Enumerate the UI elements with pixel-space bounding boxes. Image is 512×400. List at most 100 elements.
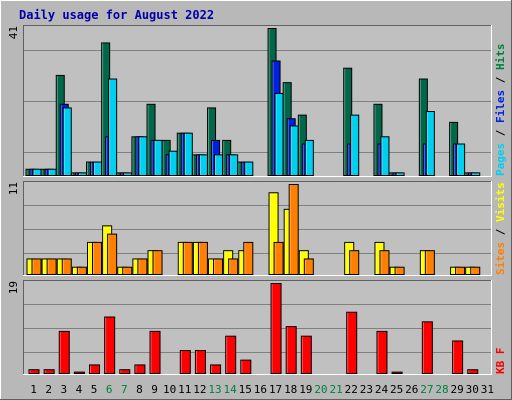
x-label-day-17: 17 (269, 383, 282, 396)
pages-bar-day-25 (395, 172, 405, 176)
sites-bar-day-9 (152, 250, 163, 276)
x-label-day-4: 4 (76, 383, 83, 396)
kbytes-bar-day-4 (73, 371, 85, 374)
kbytes-bar-day-29 (452, 340, 464, 375)
x-axis-labels: 1 2 3 4 5 6 7 8 9 10 11 12 13 14 15 16 17 18 19 20 21 22 23 24 2… (30, 383, 494, 396)
sites-bar-day-13 (213, 258, 224, 276)
kbytes-bar-day-18 (285, 326, 297, 374)
x-label-day-18: 18 (284, 383, 297, 396)
pages-bar-day-27 (425, 111, 435, 176)
x-label-day-14: 14 (224, 383, 238, 396)
kbytes-bar-day-6 (104, 316, 116, 374)
sites-bar-day-15 (243, 241, 254, 275)
x-label-day-6: 6 (106, 383, 113, 396)
kbytes-bar-day-19 (300, 335, 312, 374)
x-label-day-12: 12 (193, 383, 206, 396)
x-label-day-11: 11 (178, 383, 191, 396)
x-label-day-5: 5 (91, 383, 98, 396)
sites-bar-day-22 (349, 250, 360, 276)
legend-part-sites: Sites (494, 242, 507, 275)
panel-kbytes: 19 KB F (7, 280, 507, 375)
x-label-day-27: 27 (420, 383, 433, 396)
sites-bar-day-19 (303, 258, 314, 276)
sites-bar-day-1 (31, 258, 42, 276)
pages-bar-day-6 (108, 78, 118, 176)
x-label-day-1: 1 (30, 383, 37, 396)
kbytes-bar-day-12 (194, 350, 206, 375)
sites-bar-day-7 (122, 266, 133, 275)
kbytes-bar-day-1 (28, 369, 40, 375)
legend-part-/: / (494, 123, 507, 143)
pages-bar-day-24 (380, 136, 390, 176)
sites-bar-day-12 (197, 241, 208, 275)
x-label-day-2: 2 (45, 383, 52, 396)
kbytes-bar-day-9 (149, 330, 161, 375)
sites-bar-day-2 (46, 258, 57, 276)
x-label-day-20: 20 (314, 383, 327, 396)
panel-visitors: 11 Sites / Visits (7, 181, 507, 276)
panel-visitors-ymax-label: 11 (7, 182, 20, 195)
x-label-day-10: 10 (163, 383, 176, 396)
pages-bar-day-29 (456, 143, 466, 176)
kbytes-bar-day-5 (89, 364, 101, 374)
chart-title: Daily usage for August 2022 (19, 8, 214, 22)
x-label-day-13: 13 (208, 383, 221, 396)
panel-kbytes-ymax-label: 19 (7, 281, 20, 294)
panel-traffic-ymax-label: 41 (7, 26, 20, 39)
kbytes-bar-day-3 (58, 330, 70, 375)
kbytes-bar-day-30 (467, 369, 479, 375)
panel-kbytes-legend: KB F (494, 348, 507, 375)
legend-part-files: Files (494, 90, 507, 123)
kbytes-bar-day-7 (119, 369, 131, 375)
sites-bar-day-4 (76, 266, 87, 275)
x-label-day-3: 3 (60, 383, 67, 396)
kbytes-bar-day-24 (376, 330, 388, 375)
panel-traffic: 41 Pages / Files / Hits (7, 25, 507, 177)
pages-bar-day-22 (350, 114, 360, 176)
sites-bar-day-18 (288, 184, 299, 275)
sites-bar-day-11 (182, 241, 193, 275)
x-label-day-26: 26 (405, 383, 418, 396)
legend-part-pages: Pages (494, 143, 507, 176)
legend-part-kb-f: KB F (494, 348, 507, 375)
x-label-day-19: 19 (299, 383, 312, 396)
pages-bar-day-30 (471, 172, 481, 176)
panel-visitors-legend: Sites / Visits (494, 182, 507, 275)
sites-bar-day-17 (273, 241, 284, 275)
sites-bar-day-14 (228, 258, 239, 276)
legend-part-hits: Hits (494, 44, 507, 71)
kbytes-bar-day-2 (43, 369, 55, 375)
kbytes-bar-day-17 (270, 283, 282, 374)
kbytes-bar-day-15 (240, 359, 252, 375)
kbytes-bar-day-22 (346, 311, 358, 375)
panel-kbytes-area (23, 280, 492, 375)
kbytes-bar-day-13 (210, 364, 222, 374)
x-label-day-30: 30 (466, 383, 479, 396)
x-label-day-31: 31 (481, 383, 494, 396)
legend-part-visits: Visits (494, 182, 507, 222)
x-label-day-16: 16 (254, 383, 267, 396)
legend-part-/: / (494, 70, 507, 90)
kbytes-bar-day-8 (134, 364, 146, 374)
x-label-day-8: 8 (136, 383, 143, 396)
sites-bar-day-25 (394, 266, 405, 275)
pages-bar-day-11 (183, 132, 193, 176)
legend-part-/: / (494, 222, 507, 242)
sites-bar-day-24 (379, 250, 390, 276)
sites-bar-day-3 (61, 258, 72, 276)
x-label-day-23: 23 (360, 383, 373, 396)
x-label-day-7: 7 (121, 383, 128, 396)
pages-bar-day-19 (304, 139, 314, 176)
x-label-day-25: 25 (390, 383, 403, 396)
x-label-day-28: 28 (435, 383, 448, 396)
kbytes-bar-day-14 (225, 335, 237, 374)
x-label-day-15: 15 (239, 383, 252, 396)
pages-bar-day-3 (62, 107, 72, 176)
sites-bar-day-29 (455, 266, 466, 275)
pages-bar-day-15 (244, 161, 254, 176)
x-label-day-21: 21 (329, 383, 342, 396)
x-label-day-24: 24 (375, 383, 389, 396)
x-label-day-22: 22 (345, 383, 358, 396)
x-label-day-9: 9 (151, 383, 158, 396)
